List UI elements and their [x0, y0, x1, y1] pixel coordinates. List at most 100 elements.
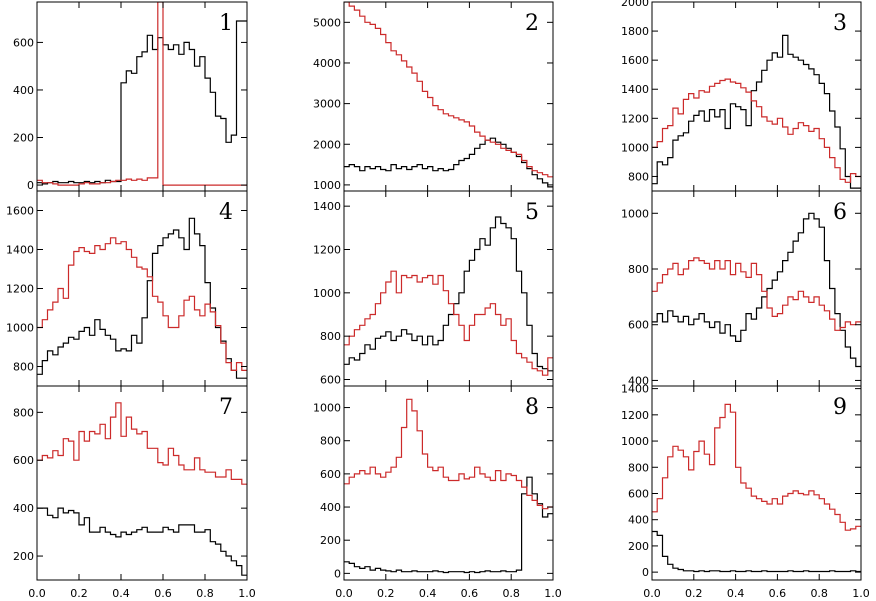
panel-7-ytick-label: 800	[13, 406, 34, 419]
panel-2-ytick-label: 1000	[313, 179, 341, 192]
panel-9-ytick-label: 1400	[621, 383, 649, 396]
col-2-xtick-label: 0.4	[419, 587, 437, 600]
col-1-xtick-label: 1.0	[238, 587, 256, 600]
panel-9-series-red	[652, 403, 861, 531]
panel-8-frame	[343, 385, 554, 581]
panel-6-ytick-label: 1000	[621, 207, 649, 220]
panel-2-series-red	[344, 2, 553, 178]
panel-9-ytick-label: 0	[642, 566, 649, 579]
panel-4-ytick-label: 1200	[6, 283, 34, 296]
panel-9-ytick-label: 1200	[621, 409, 649, 422]
panel-8-ytick-label: 0	[334, 567, 341, 580]
panel-8-series-red	[344, 398, 553, 510]
panel-3-ytick-label: 1000	[621, 141, 649, 154]
panel-1-ytick-label: 200	[13, 132, 34, 145]
col-3-xtick-label: 0.4	[727, 587, 745, 600]
panel-3-ytick-label: 1400	[621, 83, 649, 96]
col-3-xtick-label: 0.0	[643, 587, 661, 600]
panel-7-ytick-label: 400	[13, 502, 34, 515]
panel-2-ytick-label: 5000	[313, 16, 341, 29]
panel-5-ytick-label: 1400	[313, 200, 341, 213]
panel-3-number: 3	[833, 11, 847, 36]
panel-5-ytick-label: 1200	[313, 244, 341, 257]
panel-5-number: 5	[525, 200, 539, 225]
col-2-xtick-label: 1.0	[544, 587, 562, 600]
col-1-xtick-label: 0.0	[28, 587, 46, 600]
panel-5-series-red	[344, 270, 553, 376]
panel-9: 0 200 400 600 800 1000 1200 1400 9	[621, 383, 862, 581]
panel-2-series-black	[344, 137, 553, 188]
panel-1: 0 200 400 600 1	[13, 1, 248, 192]
panel-3-ytick-label: 1600	[621, 54, 649, 67]
panel-5: 600 800 1000 1200 1400 5	[313, 190, 554, 387]
panel-7: 200 400 600 800 7	[13, 385, 248, 581]
col-3-xtick-label: 0.6	[769, 587, 787, 600]
panel-9-ytick-label: 400	[628, 514, 649, 527]
panel-5-ytick-label: 1000	[313, 287, 341, 300]
panel-8-ytick-label: 600	[320, 468, 341, 481]
panel-7-series-red	[37, 402, 247, 485]
panel-3-series-red	[652, 78, 861, 183]
panel-5-ytick-label: 800	[320, 330, 341, 343]
col-3-xtick-label: 1.0	[852, 587, 870, 600]
panel-8-number: 8	[525, 395, 539, 420]
panel-6-series-black	[652, 212, 861, 368]
panel-2-ytick-label: 2000	[313, 138, 341, 151]
panel-4-series-red	[37, 237, 247, 371]
panel-1-number: 1	[219, 11, 233, 36]
panel-1-ytick-label: 400	[13, 84, 34, 97]
col-3-xtick-label: 0.2	[685, 587, 703, 600]
panel-9-ytick-label: 800	[628, 461, 649, 474]
panel-3-ytick-label: 2000	[621, 0, 649, 9]
col-1-xtick-label: 0.4	[112, 587, 130, 600]
panel-2-ytick-label: 3000	[313, 98, 341, 111]
col-1-xtick-label: 0.6	[154, 587, 172, 600]
col-2-xtick-label: 0.0	[335, 587, 353, 600]
panel-5-series-black	[344, 216, 553, 372]
panel-6-number: 6	[833, 200, 847, 225]
panel-8: 0 200 400 600 800 1000 8	[313, 385, 554, 581]
panel-4-number: 4	[219, 200, 233, 225]
panel-3-series-black	[652, 34, 861, 189]
col-1-xtick-label: 0.2	[70, 587, 88, 600]
panel-9-ytick-label: 600	[628, 487, 649, 500]
panel-7-ytick-label: 200	[13, 550, 34, 563]
panel-6-ytick-label: 600	[628, 319, 649, 332]
panel-7-number: 7	[219, 395, 233, 420]
panel-1-series-black	[37, 20, 247, 185]
panel-2-ytick-label: 4000	[313, 57, 341, 70]
col-2-xtick-label: 0.8	[502, 587, 520, 600]
panel-3-ytick-label: 800	[628, 170, 649, 183]
panel-9-ytick-label: 200	[628, 540, 649, 553]
panel-8-ytick-label: 400	[320, 501, 341, 514]
col-2-xtick-label: 0.6	[461, 587, 479, 600]
col-1-xtick-label: 0.8	[196, 587, 214, 600]
panel-7-frame	[36, 385, 248, 581]
panel-4: 800 1000 1200 1400 1600 4	[6, 190, 248, 387]
panel-7-series-black	[37, 507, 247, 576]
panel-2-number: 2	[525, 11, 539, 36]
panel-9-number: 9	[833, 395, 847, 420]
panel-3-ytick-label: 1800	[621, 25, 649, 38]
panel-3-ytick-label: 1200	[621, 112, 649, 125]
panel-6-series-red	[652, 257, 861, 331]
panel-4-series-black	[37, 217, 247, 379]
panel-9-series-black	[652, 530, 861, 573]
panel-5-ytick-label: 600	[320, 374, 341, 387]
panel-4-ytick-label: 1000	[6, 322, 34, 335]
panel-8-ytick-label: 800	[320, 435, 341, 448]
panel-4-ytick-label: 1600	[6, 205, 34, 218]
panel-3: 800 1000 1200 1400 1600 1800 2000 3	[621, 0, 862, 192]
panel-2: 1000 2000 3000 4000 5000 2	[313, 1, 554, 192]
panel-1-ytick-label: 0	[27, 179, 34, 192]
col-3-xtick-label: 0.8	[810, 587, 828, 600]
panel-6-ytick-label: 400	[628, 374, 649, 387]
panel-4-ytick-label: 1400	[6, 244, 34, 257]
col-2-xtick-label: 0.2	[377, 587, 395, 600]
panel-1-ytick-label: 600	[13, 36, 34, 49]
panel-8-ytick-label: 1000	[313, 402, 341, 415]
panel-9-frame	[651, 385, 862, 581]
panel-7-ytick-label: 600	[13, 454, 34, 467]
panel-9-ytick-label: 1000	[621, 435, 649, 448]
